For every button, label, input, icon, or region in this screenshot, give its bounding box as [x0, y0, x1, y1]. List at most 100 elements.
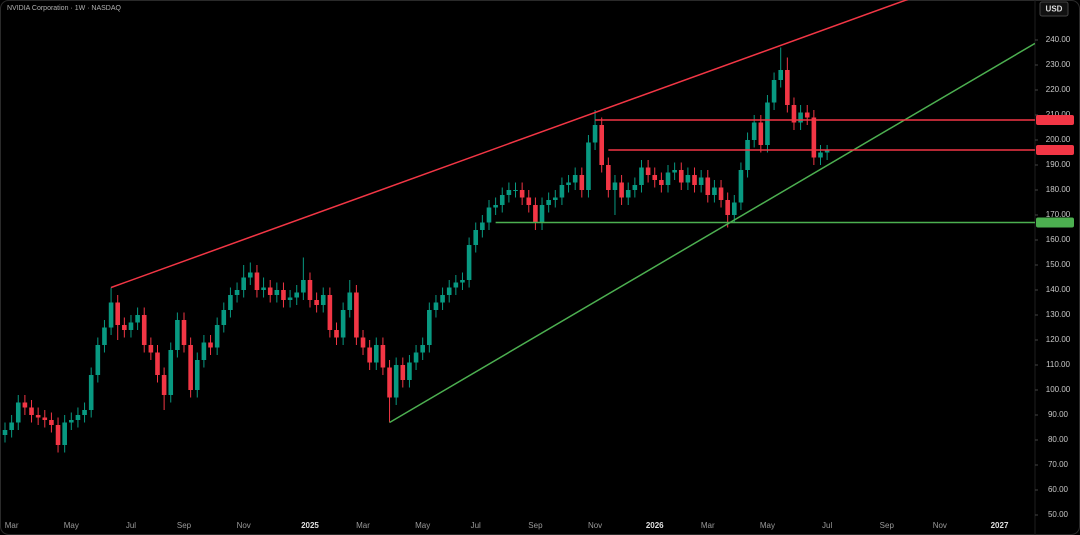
- candle-body: [751, 122, 757, 140]
- y-tick-label: 70.00: [1048, 460, 1069, 469]
- candle-body: [354, 292, 359, 338]
- x-tick-label: 2026: [646, 521, 664, 530]
- candle-body: [433, 302, 439, 310]
- candle-body: [579, 175, 585, 190]
- candle-body: [811, 117, 817, 158]
- candle-body: [678, 170, 684, 183]
- candle-body: [493, 205, 498, 208]
- candle-body: [519, 190, 525, 198]
- y-tick-label: 110.00: [1046, 360, 1070, 369]
- candle-body: [758, 122, 764, 145]
- candle-body: [685, 175, 691, 183]
- candle-body: [327, 295, 333, 330]
- candle-body: [307, 280, 313, 300]
- candle-body: [606, 165, 611, 190]
- x-tick-label: Sep: [177, 521, 192, 530]
- candle-body: [141, 315, 147, 345]
- candle-body: [62, 422, 67, 445]
- candle-body: [778, 70, 784, 80]
- candle-body: [692, 175, 697, 185]
- y-tick-label: 60.00: [1048, 485, 1069, 494]
- x-tick-label: Mar: [701, 521, 715, 530]
- candle-body: [659, 180, 664, 185]
- candle-body: [718, 187, 724, 200]
- candle-body: [599, 125, 604, 165]
- candle-body: [373, 345, 379, 363]
- price-tag: [1036, 145, 1074, 155]
- y-tick-label: 50.00: [1048, 510, 1069, 519]
- candle-body: [29, 407, 34, 415]
- candle-body: [175, 320, 180, 350]
- y-tick-label: 150.00: [1046, 260, 1071, 269]
- candle-body: [572, 175, 578, 183]
- y-tick-label: 90.00: [1048, 410, 1069, 419]
- candle-body: [513, 190, 518, 191]
- candle-body: [42, 417, 48, 420]
- candle-body: [22, 402, 28, 408]
- candle-body: [765, 102, 770, 145]
- x-tick-label: Mar: [356, 521, 370, 530]
- candle-body: [546, 200, 551, 205]
- candle-body: [35, 415, 41, 418]
- candle-body: [128, 322, 134, 330]
- candle-body: [818, 152, 823, 158]
- candle-body: [499, 195, 505, 205]
- y-tick-label: 230.00: [1046, 60, 1071, 69]
- candle-body: [619, 182, 624, 198]
- candle-body: [55, 425, 61, 445]
- trend-line: [110, 0, 909, 289]
- candle-body: [665, 172, 671, 185]
- candle-body: [533, 205, 538, 223]
- candle-body: [314, 300, 319, 305]
- candle-body: [367, 347, 372, 363]
- candle-body: [15, 402, 21, 423]
- candle-body: [161, 375, 167, 395]
- candle-body: [420, 345, 425, 353]
- candle-body: [294, 292, 300, 298]
- candle-body: [771, 80, 777, 103]
- y-tick-label: 240.00: [1046, 35, 1071, 44]
- x-tick-label: Sep: [880, 521, 895, 530]
- candle-body: [473, 230, 479, 245]
- candle-body: [785, 70, 790, 105]
- candle-body: [552, 197, 558, 200]
- x-tick-label: May: [415, 521, 430, 530]
- x-tick-label: Jul: [126, 521, 136, 530]
- candle-body: [360, 337, 366, 348]
- candle-body: [824, 150, 830, 153]
- y-tick-label: 210.00: [1046, 110, 1071, 119]
- x-tick-label: Jul: [822, 521, 832, 530]
- candle-body: [705, 177, 711, 195]
- candle-body: [148, 345, 154, 353]
- candle-body: [248, 272, 253, 278]
- candle-body: [267, 287, 273, 295]
- currency-box: [1039, 1, 1069, 17]
- x-tick-label: May: [760, 521, 775, 530]
- candle-body: [791, 105, 797, 123]
- candle-body: [440, 295, 445, 303]
- chart-title: NVIDIA Corporation · 1W · NASDAQ: [7, 5, 122, 12]
- candle-body: [320, 295, 326, 305]
- y-tick-label: 100.00: [1046, 385, 1071, 394]
- y-tick-label: 200.00: [1046, 135, 1071, 144]
- candle-body: [592, 125, 598, 143]
- x-tick-label: Nov: [933, 521, 947, 530]
- candle-body: [427, 310, 432, 345]
- candle-body: [88, 375, 94, 410]
- candle-body: [281, 290, 286, 300]
- candle-body: [632, 185, 638, 190]
- candle-body: [49, 420, 54, 425]
- candle-body: [155, 352, 160, 375]
- trend-line: [389, 42, 1035, 424]
- candle-body: [208, 342, 213, 348]
- candle-body: [201, 342, 207, 360]
- candle-body: [340, 310, 346, 338]
- y-tick-label: 220.00: [1046, 85, 1071, 94]
- candle-body: [380, 345, 386, 368]
- currency-label: USD: [1046, 5, 1063, 14]
- candle-body: [453, 282, 459, 288]
- candle-body: [539, 205, 545, 223]
- y-tick-label: 160.00: [1046, 235, 1071, 244]
- candle-body: [407, 362, 412, 380]
